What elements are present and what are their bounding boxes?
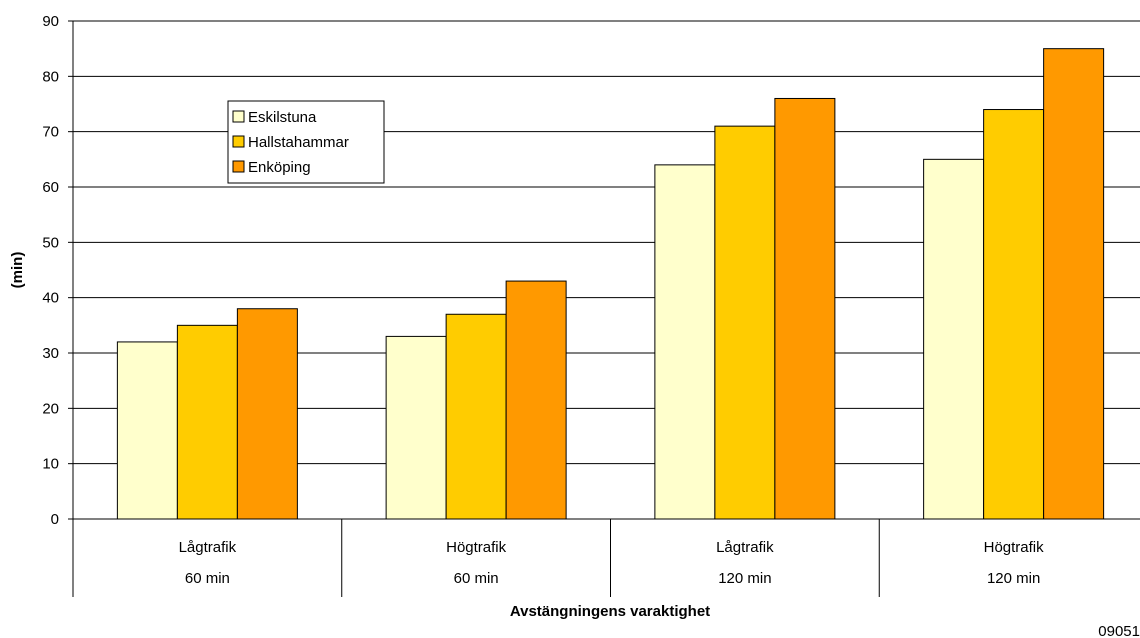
legend: Eskilstuna Hallstahammar Enköping bbox=[227, 100, 385, 184]
y-axis-title: (min) bbox=[9, 252, 26, 289]
y-axis-ticks: 0 10 20 30 40 50 60 70 80 90 bbox=[42, 13, 73, 528]
bar-enköping bbox=[236, 308, 298, 520]
x-axis-labels: Lågtrafik 60 min Högtrafik 60 min Lågtrafik 1… bbox=[179, 539, 1045, 587]
axes bbox=[72, 21, 1140, 597]
bar-eskilstuna bbox=[385, 335, 447, 520]
x-category-label: Lågtrafik bbox=[179, 539, 237, 556]
bar-eskilstuna bbox=[923, 158, 985, 520]
figure-code: 09051 bbox=[1098, 623, 1140, 638]
bar-hallstahammar bbox=[445, 313, 507, 520]
x-axis-title: Avstängningens varaktighet bbox=[510, 603, 710, 620]
y-tick-label: 90 bbox=[42, 13, 59, 30]
y-tick-label: 0 bbox=[51, 511, 59, 528]
bar-eskilstuna bbox=[654, 164, 716, 520]
legend-swatch bbox=[232, 135, 245, 148]
x-category-sublabel: 120 min bbox=[987, 570, 1040, 587]
y-tick-label: 40 bbox=[42, 290, 59, 307]
x-category-label: Högtrafik bbox=[446, 539, 507, 556]
y-tick-label: 60 bbox=[42, 179, 59, 196]
legend-swatch bbox=[232, 160, 245, 173]
y-tick-label: 30 bbox=[42, 345, 59, 362]
bars bbox=[116, 48, 1105, 520]
legend-swatch bbox=[232, 110, 245, 123]
bar-enköping bbox=[774, 97, 836, 520]
bar-eskilstuna bbox=[116, 341, 178, 520]
y-tick-label: 70 bbox=[42, 124, 59, 141]
x-category-sublabel: 60 min bbox=[185, 570, 230, 587]
bar-hallstahammar bbox=[176, 324, 238, 520]
y-tick-label: 10 bbox=[42, 456, 59, 473]
y-tick-label: 20 bbox=[42, 400, 59, 417]
x-category-sublabel: 120 min bbox=[718, 570, 771, 587]
legend-box bbox=[227, 100, 385, 184]
legend-label: Hallstahammar bbox=[248, 134, 349, 151]
legend-label: Enköping bbox=[248, 159, 311, 176]
bar-enköping bbox=[505, 280, 567, 520]
x-category-label: Lågtrafik bbox=[716, 539, 774, 556]
y-tick-label: 50 bbox=[42, 234, 59, 251]
legend-label: Eskilstuna bbox=[248, 109, 317, 126]
bar-hallstahammar bbox=[714, 125, 776, 520]
bar-hallstahammar bbox=[983, 109, 1045, 520]
x-category-label: Högtrafik bbox=[984, 539, 1045, 556]
bar-enköping bbox=[1043, 48, 1105, 520]
y-tick-label: 80 bbox=[42, 68, 59, 85]
x-category-sublabel: 60 min bbox=[454, 570, 499, 587]
